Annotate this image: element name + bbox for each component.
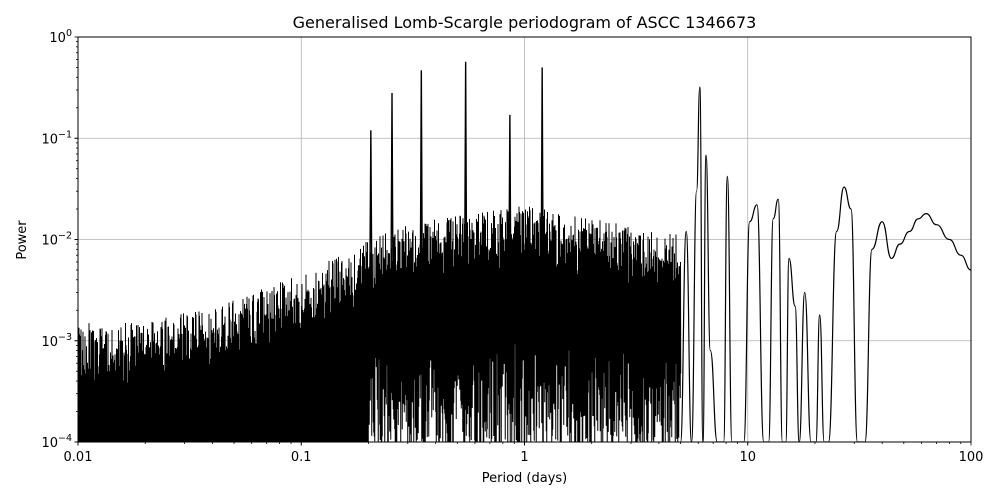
spectral-peak [540, 67, 544, 293]
x-tick-label: 0.1 [291, 450, 312, 465]
x-tick-label: 0.01 [64, 450, 93, 465]
x-tick-label: 100 [959, 450, 984, 465]
x-tick-label: 10 [739, 450, 756, 465]
spectral-peak [390, 92, 394, 293]
chart-title: Generalised Lomb-Scargle periodogram of … [293, 13, 757, 32]
spectral-peak [419, 70, 424, 293]
plot-area [78, 61, 971, 442]
spectral-peak [369, 130, 373, 293]
noise-trace [78, 206, 682, 442]
y-tick-label: 10−3 [41, 332, 72, 350]
x-tick-label: 1 [520, 450, 528, 465]
y-tick-label: 100 [49, 28, 72, 46]
x-axis-ticks: 0.01 0.1 1 10 100 [64, 442, 984, 465]
y-tick-label: 10−4 [41, 433, 72, 451]
spectral-peak [508, 114, 512, 293]
y-axis-ticks: 10−4 10−3 10−2 10−1 100 [41, 28, 78, 451]
x-axis-label: Period (days) [482, 471, 568, 486]
long-period-trace [679, 86, 971, 442]
y-axis-label: Power [15, 220, 30, 260]
spectral-peak [463, 61, 468, 293]
y-tick-label: 10−1 [41, 129, 72, 147]
y-tick-label: 10−2 [41, 231, 72, 249]
power-series [78, 61, 971, 442]
